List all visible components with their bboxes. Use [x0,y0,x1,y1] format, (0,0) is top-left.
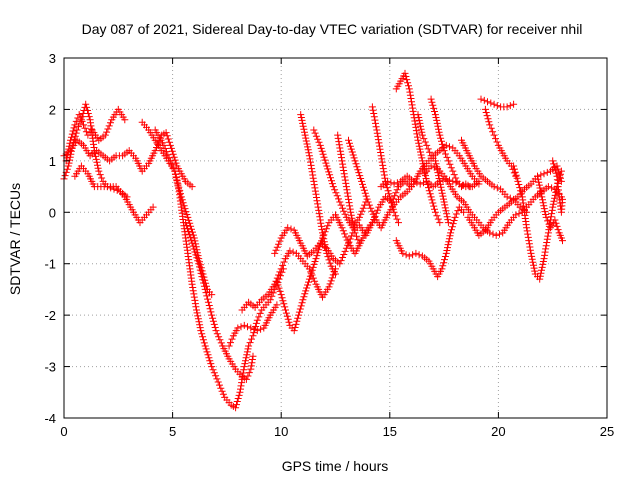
data-series [334,131,363,247]
data-series [297,111,339,278]
grid [64,58,607,418]
y-tick-label: 0 [49,205,56,220]
data-series [421,162,565,239]
data-markers [60,69,566,412]
data-series [310,126,370,232]
data-series [182,219,257,383]
chart-title: Day 087 of 2021, Sidereal Day-to-day VTE… [82,21,583,37]
data-series [477,95,518,111]
axis-ticks: 0 5 10 15 20 25 -4 -3 -2 -1 0 1 2 3 [44,51,614,439]
data-series [238,247,339,314]
data-series [414,111,452,227]
y-tick-label: 2 [49,102,56,117]
y-tick-label: 1 [49,154,56,169]
data-series [549,157,566,216]
y-tick-label: -1 [44,257,56,272]
data-series [151,126,287,412]
data-series [345,136,483,232]
y-tick-label: -3 [44,360,56,375]
data-series [427,95,474,191]
x-tick-label: 10 [274,424,288,439]
data-series [368,103,402,227]
x-tick-label: 15 [383,424,397,439]
y-tick-label: -2 [44,308,56,323]
x-tick-label: 5 [169,424,176,439]
x-tick-label: 0 [60,424,67,439]
data-series [138,118,216,299]
x-tick-label: 25 [600,424,614,439]
data-series [225,301,281,350]
x-axis-label: GPS time / hours [282,458,389,474]
data-series [71,162,131,201]
plot-frame [63,57,608,419]
data-series [464,162,565,239]
x-tick-label: 20 [491,424,505,439]
data-series [458,136,531,216]
data-series [392,69,444,227]
data-series [392,203,468,281]
data-series [534,172,566,245]
data-series [271,177,415,268]
data-series [510,162,565,283]
y-tick-label: 3 [49,51,56,66]
y-tick-label: -4 [44,411,56,426]
y-axis-label: SDTVAR / TECUs [7,183,23,295]
